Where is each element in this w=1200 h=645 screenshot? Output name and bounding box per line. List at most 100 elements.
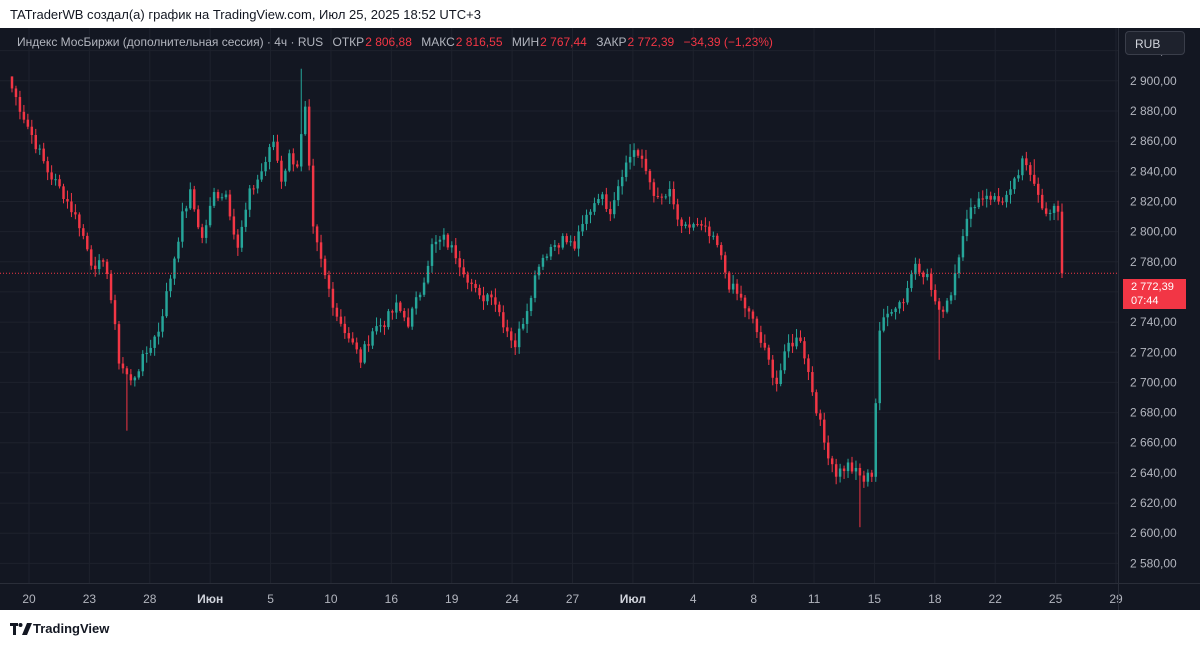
legend-close-label: ЗАКР [596, 35, 627, 49]
x-tick-label: 28 [143, 592, 157, 606]
x-tick-label: 24 [505, 592, 519, 606]
candle-body [541, 257, 545, 267]
candle-body [129, 374, 133, 381]
x-tick-label: 23 [83, 592, 97, 606]
candle-body [490, 294, 493, 298]
candle-body [628, 156, 632, 163]
candle-body [438, 239, 442, 242]
candlestick-chart[interactable]: 2 920,002 900,002 880,002 860,002 840,00… [0, 28, 1200, 610]
candle-body [981, 198, 984, 200]
candle-body [589, 211, 592, 215]
y-tick-label: 2 740,00 [1130, 315, 1177, 329]
candle-body [815, 392, 818, 414]
x-tick-label: Июл [620, 592, 646, 606]
candle-body [565, 236, 568, 243]
candle-body [323, 258, 327, 276]
candle-body [14, 88, 18, 98]
candle-body [545, 256, 549, 258]
candle-body [256, 179, 259, 189]
candle-body [672, 188, 675, 205]
candle-body [811, 372, 814, 393]
candle-body [355, 342, 358, 350]
x-tick-label: 8 [750, 592, 757, 606]
candle-body [466, 274, 469, 283]
candle-body [664, 196, 668, 198]
x-tick-label: 25 [1049, 592, 1063, 606]
candle-body [1036, 183, 1040, 195]
candle-body [327, 275, 331, 289]
candle-body [581, 223, 584, 232]
candle-body [735, 283, 739, 294]
y-tick-label: 2 800,00 [1130, 225, 1177, 239]
candle-body [220, 197, 224, 199]
candle-body [834, 464, 838, 477]
candle-body [517, 328, 521, 348]
footer-bar: TradingView [0, 610, 1200, 645]
legend-low-label: МИН [511, 35, 540, 49]
candle-body [906, 288, 909, 303]
candle-body [751, 311, 755, 319]
candle-body [260, 171, 263, 180]
candle-body [200, 227, 204, 238]
candle-body [442, 234, 446, 240]
candle-body [280, 160, 283, 182]
legend-high-value: 2 816,55 [455, 35, 503, 49]
candle-body [803, 341, 806, 359]
y-tick-label: 2 640,00 [1130, 466, 1177, 480]
candle-body [739, 293, 743, 298]
chart-panel[interactable]: 2 920,002 900,002 880,002 860,002 840,00… [0, 28, 1200, 610]
candle-body [18, 97, 22, 112]
candle-body [755, 318, 759, 333]
candle-body [922, 272, 925, 278]
candle-body [826, 442, 830, 459]
candle-body [953, 273, 957, 296]
candle-body [878, 330, 881, 404]
candle-body [189, 189, 192, 209]
x-tick-label: 18 [928, 592, 942, 606]
candle-body [82, 228, 85, 236]
x-tick-label: 29 [1109, 592, 1123, 606]
candle-body [593, 203, 596, 212]
candle-body [137, 371, 141, 378]
candle-body [474, 283, 477, 288]
candle-body [90, 249, 93, 266]
candle-body [1017, 175, 1020, 179]
candle-body [117, 324, 121, 364]
candle-body [109, 273, 113, 301]
candle-body [193, 189, 196, 210]
x-tick-label: 4 [690, 592, 697, 606]
candle-body [208, 205, 212, 226]
candle-body [644, 158, 648, 171]
candle-body [494, 297, 497, 305]
candle-body [680, 219, 683, 226]
candle-body [498, 304, 501, 313]
candle-body [553, 245, 557, 247]
candle-body [723, 255, 727, 273]
candle-body [331, 288, 335, 308]
y-tick-label: 2 780,00 [1130, 255, 1177, 269]
candle-body [1040, 194, 1044, 209]
candle-body [165, 291, 168, 317]
candle-body [874, 403, 878, 477]
candle-body [720, 245, 723, 256]
candle-body [513, 340, 517, 348]
candle-body [78, 214, 81, 229]
currency-button[interactable]: RUB [1125, 31, 1185, 55]
candle-body [157, 331, 160, 337]
candle-body [367, 344, 370, 346]
candle-body [961, 236, 965, 258]
candle-body [339, 316, 343, 324]
candle-body [70, 201, 73, 213]
y-tick-label: 2 660,00 [1130, 436, 1177, 450]
candle-body [926, 273, 929, 278]
candle-body [799, 337, 802, 342]
candle-body [910, 274, 913, 289]
candle-body [284, 170, 287, 182]
attribution-text: TATraderWB создал(а) график на TradingVi… [10, 7, 481, 22]
candle-body [149, 347, 152, 353]
candle-body [403, 310, 406, 318]
candle-body [458, 258, 461, 268]
x-tick-label: 19 [445, 592, 459, 606]
candle-body [985, 195, 988, 200]
tradingview-logo-icon [10, 623, 32, 635]
